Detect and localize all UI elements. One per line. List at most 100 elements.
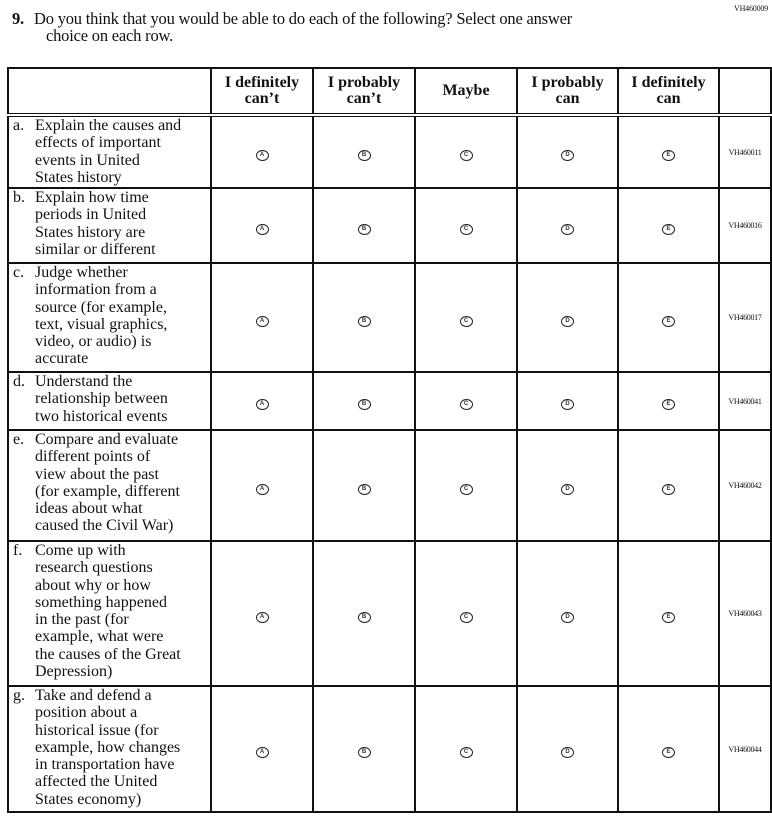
answer-bubble-c[interactable]: C [459,150,473,161]
answer-bubble-e[interactable]: E [662,315,675,327]
response-cell[interactable]: B [312,685,416,813]
item-text-line: historical issue (for [35,721,159,739]
answer-bubble-c[interactable]: C [459,611,473,623]
response-cell[interactable]: E [617,187,720,264]
item-text-line: Judge whether [35,264,128,281]
item-text-line: States history are [35,223,146,241]
response-cell[interactable]: B [312,262,416,373]
response-cell[interactable]: E [617,540,720,687]
response-cell[interactable]: D [516,114,619,189]
answer-bubble-d[interactable]: D [561,223,574,235]
answer-bubble-a[interactable]: A [255,611,269,623]
answer-bubble-b[interactable]: B [357,150,371,161]
answer-bubble-e[interactable]: E [662,223,675,235]
response-cell[interactable]: A [210,114,314,189]
response-cell[interactable]: C [414,262,518,373]
answer-bubble-d[interactable]: D [561,611,574,623]
response-cell[interactable]: C [414,371,518,431]
response-cell[interactable]: E [617,429,720,542]
response-cell[interactable]: D [516,685,619,813]
response-cell[interactable]: A [210,685,314,813]
answer-bubble-a[interactable]: A [255,223,269,235]
response-cell[interactable]: C [414,114,518,189]
question-text-line2: choice on each row. [46,26,174,45]
response-cell[interactable]: A [210,371,314,431]
item-text-line: Depression) [35,663,113,681]
response-cell[interactable]: A [210,187,314,264]
item-letter: f. [13,542,23,559]
item-text-line: example, how changes [35,738,181,756]
answer-bubble-c[interactable]: C [459,399,473,410]
answer-bubble-c[interactable]: C [459,223,473,235]
answer-bubble-b[interactable]: B [357,399,371,410]
answer-bubble-a[interactable]: A [255,483,269,495]
answer-bubble-c[interactable]: C [459,315,473,327]
response-cell[interactable]: D [516,429,619,542]
response-cell[interactable]: A [210,540,314,687]
response-cell[interactable]: C [414,187,518,264]
table-row: b. Explain how time periods in United State… [7,187,772,264]
response-cell[interactable]: D [516,262,619,373]
column-header-line: can [656,90,681,107]
response-cell[interactable]: B [312,540,416,687]
table-row: e. Compare and evaluate different points o… [7,429,772,542]
response-cell[interactable]: C [414,540,518,687]
row-item-id: VH460017 [718,262,772,373]
item-text-line: events in United [35,151,140,169]
row-item-id: VH460016 [718,187,772,264]
item-text-line: (for example, different [35,482,180,500]
answer-bubble-e[interactable]: E [662,483,675,495]
answer-bubble-d[interactable]: D [561,399,574,410]
answer-bubble-c[interactable]: C [459,483,473,495]
answer-bubble-a[interactable]: A [255,150,269,161]
item-text-line: video, or audio) is [35,333,152,351]
item-text-line: States economy) [35,790,142,808]
response-cell[interactable]: B [312,371,416,431]
item-text-line: States history [35,168,122,186]
item-text-line: two historical events [35,407,168,425]
response-cell[interactable]: A [210,262,314,373]
response-cell[interactable]: C [414,429,518,542]
item-letter: b. [13,189,25,206]
response-cell[interactable]: D [516,371,619,431]
answer-bubble-e[interactable]: E [662,611,675,623]
response-cell[interactable]: D [516,540,619,687]
answer-bubble-e[interactable]: E [662,150,675,161]
item-text-line: source (for example, [35,298,167,316]
answer-bubble-b[interactable]: B [357,611,371,623]
answer-bubble-d[interactable]: D [561,150,574,161]
response-cell[interactable]: A [210,429,314,542]
row-item-id: VH460011 [718,114,772,189]
column-header-line: I definitely [631,74,706,91]
answer-bubble-e[interactable]: E [662,747,675,758]
item-text-line: something happened [35,593,167,611]
answer-bubble-d[interactable]: D [561,315,574,327]
answer-bubble-e[interactable]: E [662,399,675,410]
item-text-line: Come up with [35,542,126,559]
response-cell[interactable]: B [312,114,416,189]
column-header-line: I probably [327,74,401,91]
response-cell[interactable]: E [617,685,720,813]
response-cell[interactable]: B [312,187,416,264]
response-cell[interactable]: E [617,262,720,373]
answer-bubble-c[interactable]: C [459,747,473,758]
item-text-line: position about a [35,704,138,722]
answer-bubble-a[interactable]: A [255,747,269,758]
answer-bubble-d[interactable]: D [561,483,574,495]
response-cell[interactable]: E [617,114,720,189]
answer-bubble-b[interactable]: B [357,747,371,758]
item-statement: d. Understand the relationship between two … [7,371,212,431]
answer-bubble-b[interactable]: B [357,315,371,327]
answer-bubble-b[interactable]: B [357,483,371,495]
item-text-line: example, what were [35,628,164,646]
answer-bubble-b[interactable]: B [357,223,371,235]
answer-bubble-a[interactable]: A [255,399,269,410]
answer-bubble-d[interactable]: D [561,747,574,758]
answer-bubble-a[interactable]: A [255,315,269,327]
response-cell[interactable]: B [312,429,416,542]
response-cell[interactable]: D [516,187,619,264]
item-text-line: ideas about what [35,500,143,518]
response-cell[interactable]: E [617,371,720,431]
row-item-id: VH460043 [718,540,772,687]
response-cell[interactable]: C [414,685,518,813]
